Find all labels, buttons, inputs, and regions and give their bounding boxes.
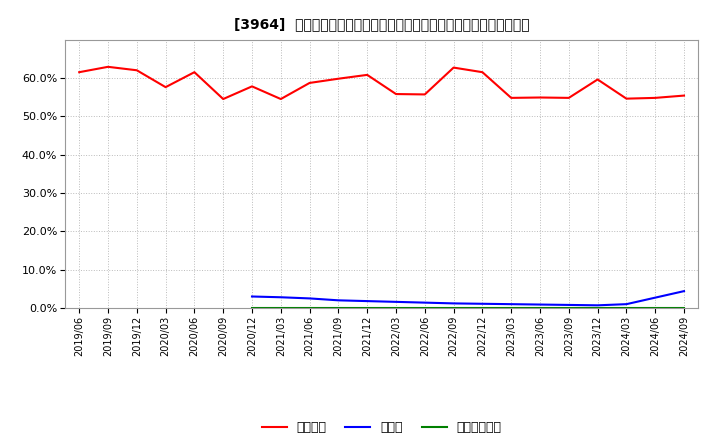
のれん bbox=[507, 301, 516, 307]
繰延税金資産 bbox=[564, 305, 573, 310]
自己資本 bbox=[564, 95, 573, 100]
のれん bbox=[449, 301, 458, 306]
自己資本 bbox=[392, 92, 400, 97]
のれん bbox=[276, 295, 285, 300]
繰延税金資産 bbox=[651, 305, 660, 310]
自己資本 bbox=[161, 84, 170, 90]
自己資本 bbox=[478, 70, 487, 75]
のれん bbox=[564, 302, 573, 308]
自己資本 bbox=[651, 95, 660, 100]
自己資本 bbox=[132, 68, 141, 73]
Line: 自己資本: 自己資本 bbox=[79, 67, 684, 99]
繰延税金資産 bbox=[593, 305, 602, 310]
のれん bbox=[334, 298, 343, 303]
繰延税金資産 bbox=[392, 305, 400, 310]
繰延税金資産 bbox=[276, 305, 285, 310]
繰延税金資産 bbox=[248, 305, 256, 310]
自己資本 bbox=[622, 96, 631, 101]
自己資本 bbox=[305, 80, 314, 85]
繰延税金資産 bbox=[478, 305, 487, 310]
繰延税金資産 bbox=[622, 305, 631, 310]
自己資本 bbox=[593, 77, 602, 82]
繰延税金資産 bbox=[536, 305, 544, 310]
自己資本 bbox=[219, 96, 228, 102]
自己資本 bbox=[420, 92, 429, 97]
自己資本 bbox=[680, 93, 688, 98]
のれん bbox=[305, 296, 314, 301]
自己資本 bbox=[363, 72, 372, 77]
繰延税金資産 bbox=[420, 305, 429, 310]
自己資本 bbox=[334, 76, 343, 81]
のれん bbox=[536, 302, 544, 307]
自己資本 bbox=[276, 96, 285, 102]
自己資本 bbox=[75, 70, 84, 75]
Legend: 自己資本, のれん, 繰延税金資産: 自己資本, のれん, 繰延税金資産 bbox=[256, 416, 507, 439]
自己資本 bbox=[507, 95, 516, 100]
のれん bbox=[680, 289, 688, 294]
自己資本 bbox=[449, 65, 458, 70]
のれん bbox=[248, 294, 256, 299]
のれん bbox=[651, 295, 660, 300]
自己資本 bbox=[104, 64, 112, 70]
のれん bbox=[593, 303, 602, 308]
のれん bbox=[420, 300, 429, 305]
Title: [3964]  自己資本、のれん、繰延税金資産の総資産に対する比率の推移: [3964] 自己資本、のれん、繰延税金資産の総資産に対する比率の推移 bbox=[234, 18, 529, 32]
繰延税金資産 bbox=[334, 305, 343, 310]
Line: のれん: のれん bbox=[252, 291, 684, 305]
繰延税金資産 bbox=[680, 305, 688, 310]
繰延税金資産 bbox=[449, 305, 458, 310]
自己資本 bbox=[248, 84, 256, 89]
繰延税金資産 bbox=[363, 305, 372, 310]
のれん bbox=[392, 299, 400, 304]
自己資本 bbox=[536, 95, 544, 100]
繰延税金資産 bbox=[305, 305, 314, 310]
繰延税金資産 bbox=[507, 305, 516, 310]
のれん bbox=[363, 298, 372, 304]
のれん bbox=[478, 301, 487, 306]
のれん bbox=[622, 301, 631, 307]
自己資本 bbox=[190, 70, 199, 75]
